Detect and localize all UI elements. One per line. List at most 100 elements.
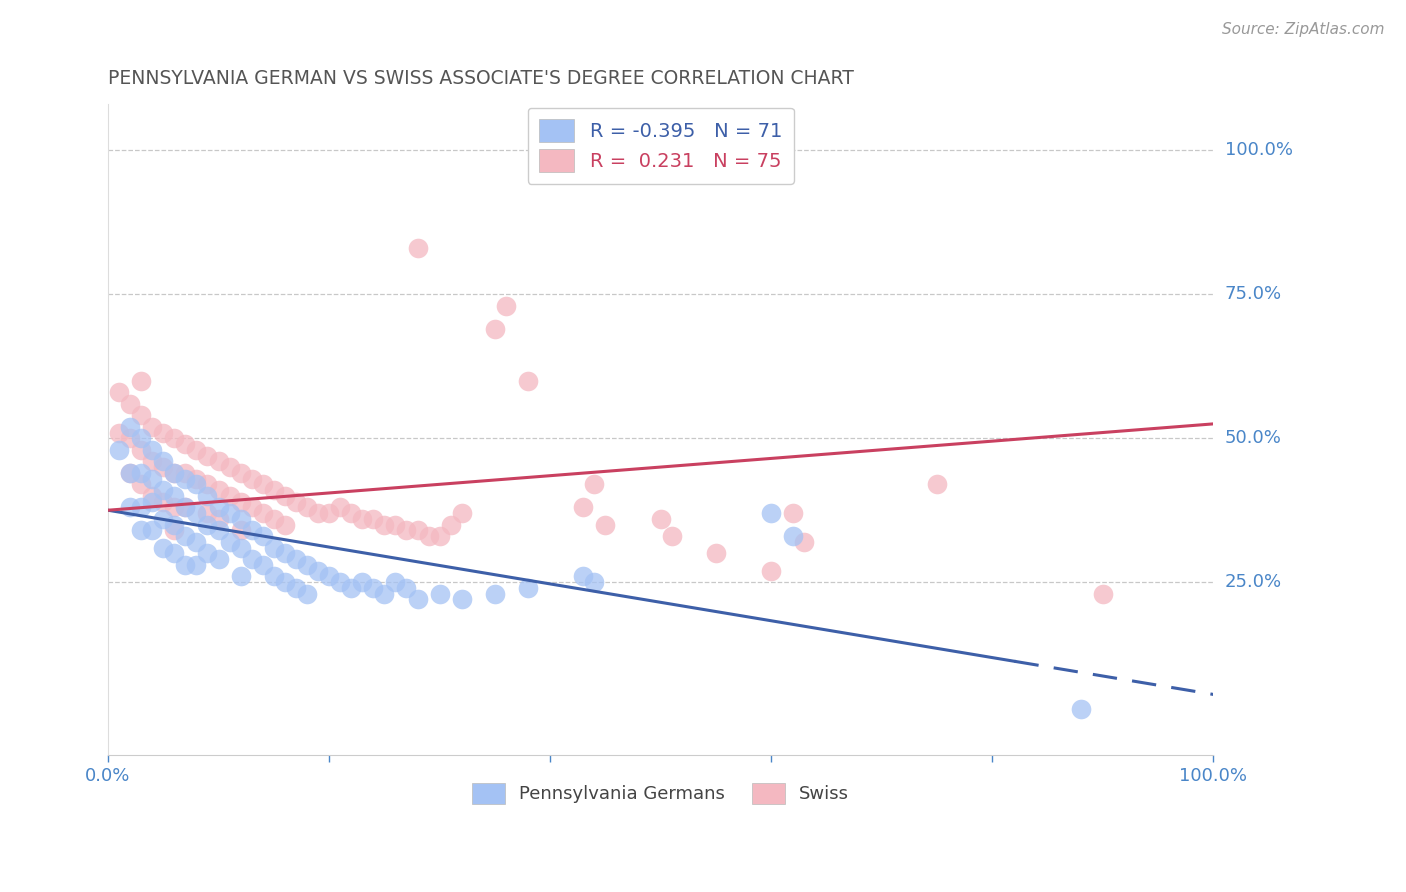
Point bbox=[284, 581, 307, 595]
Point bbox=[352, 575, 374, 590]
Point bbox=[163, 524, 186, 538]
Point bbox=[284, 494, 307, 508]
Point bbox=[263, 541, 285, 555]
Text: 100.0%: 100.0% bbox=[1225, 142, 1292, 160]
Point bbox=[517, 374, 540, 388]
Point bbox=[583, 575, 606, 590]
Point bbox=[207, 552, 229, 566]
Point bbox=[318, 569, 340, 583]
Point bbox=[450, 592, 472, 607]
Point bbox=[240, 500, 263, 515]
Point bbox=[174, 500, 197, 515]
Point bbox=[240, 552, 263, 566]
Point bbox=[363, 512, 385, 526]
Text: 50.0%: 50.0% bbox=[1225, 429, 1281, 447]
Point bbox=[704, 546, 727, 560]
Point bbox=[307, 506, 329, 520]
Point bbox=[218, 535, 240, 549]
Point bbox=[925, 477, 948, 491]
Point bbox=[197, 506, 219, 520]
Point bbox=[450, 506, 472, 520]
Point bbox=[120, 431, 142, 445]
Point bbox=[129, 409, 152, 423]
Point bbox=[274, 517, 297, 532]
Point bbox=[141, 419, 163, 434]
Point bbox=[595, 517, 617, 532]
Point bbox=[395, 581, 418, 595]
Point bbox=[495, 299, 517, 313]
Point bbox=[174, 437, 197, 451]
Point bbox=[207, 500, 229, 515]
Point bbox=[108, 425, 131, 440]
Point bbox=[252, 529, 274, 543]
Point bbox=[340, 506, 363, 520]
Point bbox=[186, 535, 208, 549]
Point bbox=[207, 512, 229, 526]
Point bbox=[120, 397, 142, 411]
Point bbox=[340, 581, 363, 595]
Point bbox=[583, 477, 606, 491]
Point bbox=[152, 483, 174, 497]
Point bbox=[252, 477, 274, 491]
Point bbox=[152, 454, 174, 468]
Point bbox=[395, 524, 418, 538]
Point bbox=[263, 483, 285, 497]
Point bbox=[406, 524, 429, 538]
Point bbox=[152, 494, 174, 508]
Point bbox=[120, 466, 142, 480]
Point bbox=[229, 541, 252, 555]
Point bbox=[307, 564, 329, 578]
Point bbox=[406, 592, 429, 607]
Point bbox=[141, 454, 163, 468]
Point bbox=[229, 569, 252, 583]
Point bbox=[163, 466, 186, 480]
Point bbox=[129, 500, 152, 515]
Point bbox=[1091, 587, 1114, 601]
Point bbox=[163, 431, 186, 445]
Point bbox=[429, 529, 451, 543]
Point bbox=[129, 431, 152, 445]
Point bbox=[295, 587, 318, 601]
Point bbox=[163, 517, 186, 532]
Point bbox=[163, 489, 186, 503]
Point bbox=[429, 587, 451, 601]
Point bbox=[274, 546, 297, 560]
Point bbox=[793, 535, 815, 549]
Point bbox=[218, 460, 240, 475]
Text: 25.0%: 25.0% bbox=[1225, 574, 1282, 591]
Point bbox=[373, 517, 395, 532]
Point bbox=[120, 466, 142, 480]
Point bbox=[484, 322, 506, 336]
Point bbox=[197, 546, 219, 560]
Y-axis label: Associate's Degree: Associate's Degree bbox=[0, 351, 8, 509]
Point bbox=[295, 558, 318, 572]
Point bbox=[141, 442, 163, 457]
Point bbox=[163, 546, 186, 560]
Point bbox=[761, 506, 783, 520]
Point bbox=[207, 483, 229, 497]
Point bbox=[406, 241, 429, 255]
Point bbox=[186, 477, 208, 491]
Point bbox=[197, 449, 219, 463]
Point bbox=[152, 512, 174, 526]
Point bbox=[329, 575, 352, 590]
Point bbox=[295, 500, 318, 515]
Point bbox=[240, 524, 263, 538]
Point bbox=[152, 460, 174, 475]
Point bbox=[197, 517, 219, 532]
Point bbox=[318, 506, 340, 520]
Point bbox=[197, 489, 219, 503]
Point bbox=[120, 500, 142, 515]
Point bbox=[207, 454, 229, 468]
Point bbox=[207, 524, 229, 538]
Legend: Pennsylvania Germans, Swiss: Pennsylvania Germans, Swiss bbox=[465, 776, 856, 811]
Point bbox=[129, 524, 152, 538]
Point bbox=[384, 517, 406, 532]
Point bbox=[141, 472, 163, 486]
Point bbox=[352, 512, 374, 526]
Point bbox=[284, 552, 307, 566]
Point bbox=[761, 564, 783, 578]
Point bbox=[229, 524, 252, 538]
Point bbox=[186, 442, 208, 457]
Point bbox=[108, 385, 131, 400]
